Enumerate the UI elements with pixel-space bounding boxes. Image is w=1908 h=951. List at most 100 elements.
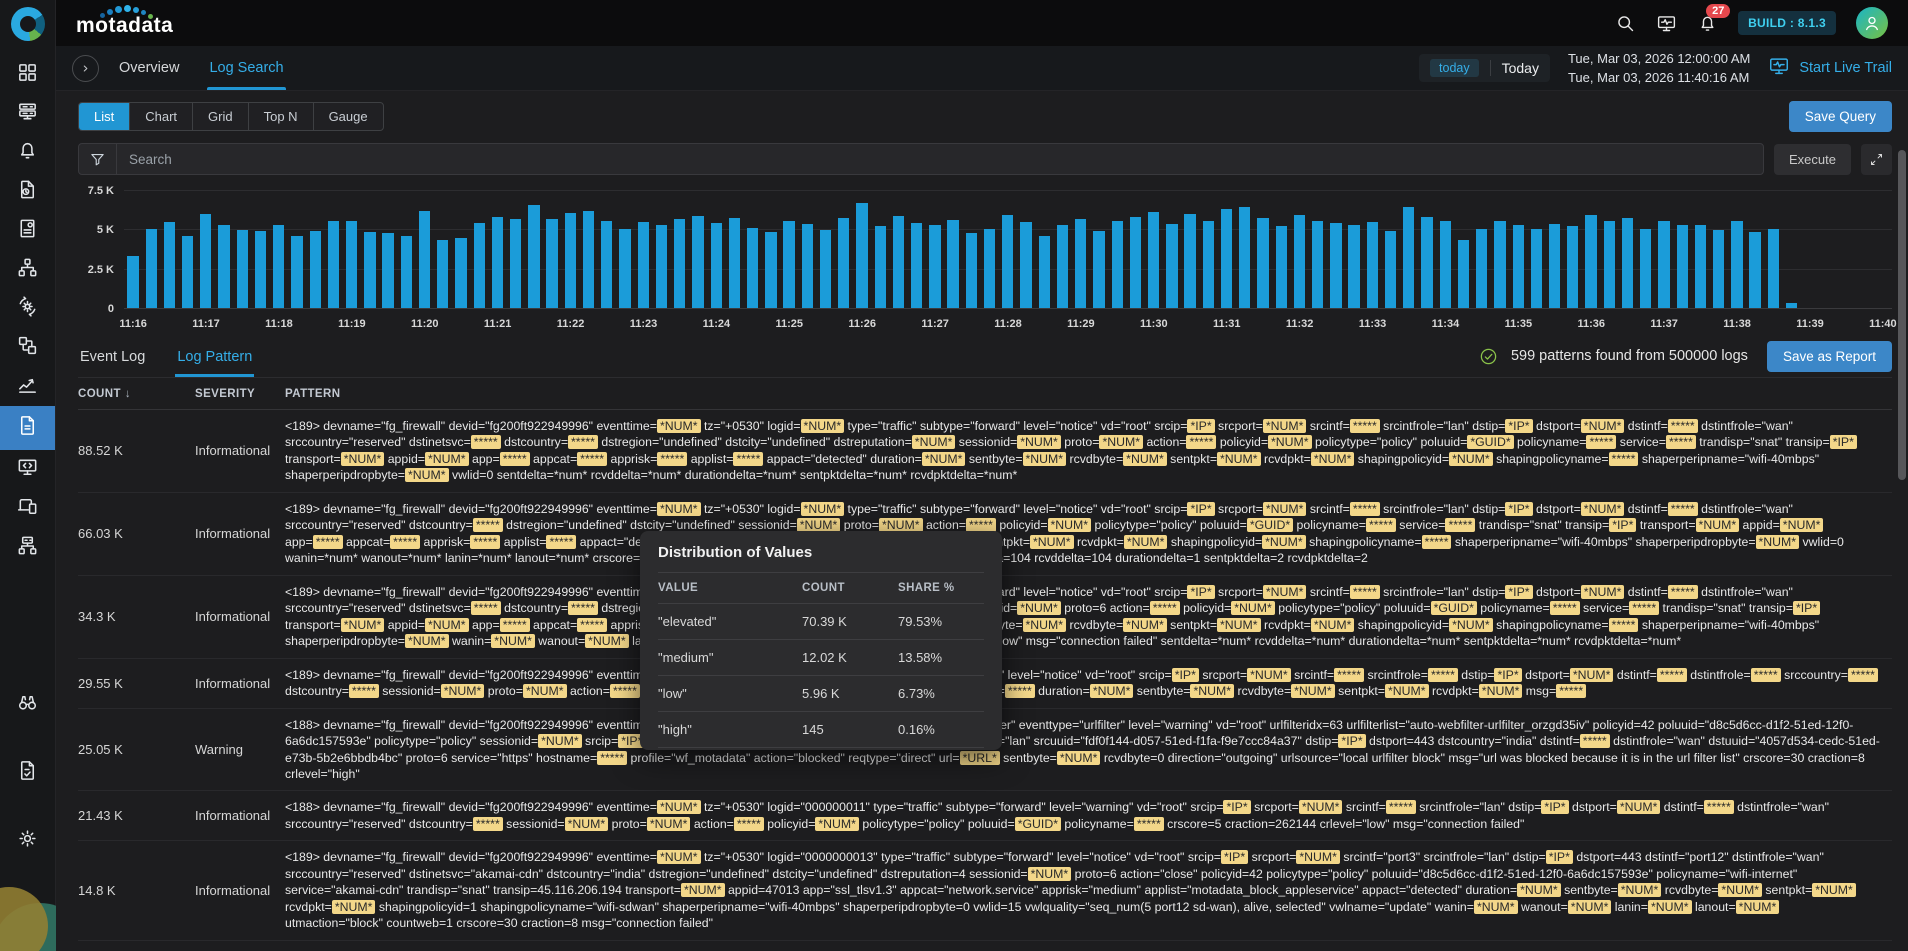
- time-range-select[interactable]: today Today: [1419, 54, 1550, 82]
- chart-bar[interactable]: [1731, 221, 1743, 308]
- chart-bar[interactable]: [1567, 226, 1579, 308]
- chart-bar[interactable]: [181, 235, 194, 308]
- start-live-trail-button[interactable]: Start Live Trail: [1768, 55, 1892, 81]
- chart-bar[interactable]: [1767, 228, 1779, 308]
- chart-bar[interactable]: [1239, 206, 1251, 308]
- chart-bar[interactable]: [1075, 219, 1087, 308]
- chart-bar[interactable]: [801, 223, 813, 308]
- save-as-report-button[interactable]: Save as Report: [1766, 340, 1892, 372]
- chart-bar[interactable]: [1002, 215, 1014, 308]
- sidebar-item-devices[interactable]: [0, 489, 55, 528]
- chart-bar[interactable]: [637, 222, 649, 308]
- chart-bar[interactable]: [1421, 216, 1433, 308]
- chart-bar[interactable]: [1785, 302, 1798, 308]
- chart-bar[interactable]: [1548, 223, 1561, 308]
- notifications-bell-icon[interactable]: 27: [1697, 3, 1731, 34]
- table-row[interactable]: 66.03 K Informational <189> devname="fg_fi…: [78, 493, 1892, 576]
- chart-bar[interactable]: [965, 233, 977, 308]
- chart-bar[interactable]: [254, 230, 267, 308]
- chart-bar[interactable]: [1621, 218, 1634, 308]
- chart-bar[interactable]: [1330, 223, 1342, 308]
- chart-bar[interactable]: [728, 217, 741, 308]
- chart-bar[interactable]: [1038, 235, 1050, 308]
- expand-panel-button[interactable]: [72, 54, 99, 82]
- expand-search-icon[interactable]: [1861, 143, 1892, 175]
- chart-bar[interactable]: [418, 211, 431, 308]
- chart-bar[interactable]: [1384, 230, 1397, 308]
- execute-button[interactable]: Execute: [1774, 143, 1851, 175]
- sort-desc-icon[interactable]: ↓: [124, 388, 132, 400]
- chart-bar[interactable]: [1056, 225, 1069, 308]
- results-tab-log-pattern[interactable]: Log Pattern: [175, 339, 255, 377]
- chart-bar[interactable]: [327, 220, 340, 308]
- chart-bar[interactable]: [1457, 240, 1470, 308]
- chart-bar[interactable]: [564, 212, 577, 308]
- chart-bar[interactable]: [1585, 215, 1597, 308]
- sidebar-item-dashboard[interactable]: [0, 55, 55, 94]
- view-tab-chart[interactable]: Chart: [130, 103, 194, 130]
- sidebar-item-monitors[interactable]: [0, 94, 55, 133]
- chart-bar[interactable]: [491, 216, 504, 308]
- filter-funnel-icon[interactable]: [79, 144, 117, 174]
- chart-bar[interactable]: [346, 221, 358, 308]
- chart-bar[interactable]: [1020, 222, 1032, 308]
- chart-bar[interactable]: [874, 226, 886, 308]
- scrollbar-thumb[interactable]: [1898, 150, 1906, 480]
- chart-bar[interactable]: [236, 230, 248, 308]
- chart-bar[interactable]: [582, 211, 595, 308]
- chart-bar[interactable]: [437, 239, 449, 308]
- sidebar-item-metrics[interactable]: [0, 367, 55, 406]
- save-query-button[interactable]: Save Query: [1788, 101, 1892, 132]
- chart-bar[interactable]: [364, 231, 376, 308]
- tab-overview[interactable]: Overview: [119, 60, 180, 76]
- chart-bar[interactable]: [655, 224, 668, 308]
- chart-bar[interactable]: [1694, 225, 1707, 308]
- chart-bar[interactable]: [601, 221, 613, 308]
- chart-bar[interactable]: [983, 228, 996, 308]
- chart-bar[interactable]: [1366, 222, 1378, 308]
- chart-bar[interactable]: [127, 256, 139, 308]
- chart-bar[interactable]: [382, 233, 394, 308]
- column-header-pattern[interactable]: PATTERN: [285, 388, 341, 400]
- view-tab-list[interactable]: List: [79, 103, 131, 130]
- sidebar-item-settings[interactable]: [0, 821, 55, 860]
- vertical-scrollbar[interactable]: [1898, 46, 1906, 951]
- chart-bar[interactable]: [819, 230, 832, 308]
- sidebar-item-alerts[interactable]: [0, 133, 55, 172]
- chart-bar[interactable]: [1129, 216, 1142, 308]
- chart-bar[interactable]: [400, 236, 412, 308]
- chart-bar[interactable]: [1640, 229, 1652, 308]
- chart-bar[interactable]: [510, 219, 522, 308]
- chart-bar[interactable]: [1111, 221, 1123, 308]
- chart-bar[interactable]: [765, 232, 777, 308]
- chart-bar[interactable]: [856, 203, 868, 308]
- table-row[interactable]: 14.8 K Informational <189> devname="fg_fir…: [78, 841, 1892, 941]
- chart-bar[interactable]: [163, 222, 176, 308]
- chart-bar[interactable]: [1749, 231, 1761, 308]
- user-avatar[interactable]: [1856, 7, 1888, 39]
- sidebar-item-topology[interactable]: [0, 250, 55, 289]
- chart-bar[interactable]: [1348, 224, 1360, 308]
- table-row[interactable]: 88.52 K Informational <189> devname="fg_fi…: [78, 410, 1892, 493]
- chart-bar[interactable]: [1476, 228, 1488, 308]
- chart-bar[interactable]: [674, 219, 686, 308]
- table-row[interactable]: 25.05 K Warning <188> devname="fg_firewall…: [78, 709, 1892, 792]
- chart-bar[interactable]: [528, 204, 540, 308]
- sidebar-item-automation[interactable]: [0, 289, 55, 328]
- chart-bar[interactable]: [1439, 221, 1451, 308]
- view-tab-gauge[interactable]: Gauge: [328, 109, 368, 124]
- chart-bar[interactable]: [838, 218, 850, 308]
- chart-bar[interactable]: [473, 223, 485, 308]
- search-icon[interactable]: [1615, 13, 1636, 34]
- results-tab-event-log[interactable]: Event Log: [80, 349, 146, 365]
- chart-bar[interactable]: [710, 223, 722, 308]
- chart-bar[interactable]: [1676, 224, 1688, 308]
- chart-bar[interactable]: [1166, 223, 1178, 308]
- chart-bar[interactable]: [1275, 226, 1287, 308]
- monitor-pulse-icon[interactable]: [1656, 13, 1677, 34]
- chart-bar[interactable]: [309, 230, 321, 308]
- chart-bar[interactable]: [1293, 215, 1306, 308]
- chart-bar[interactable]: [619, 228, 631, 308]
- sidebar-item-integrations[interactable]: [0, 328, 55, 367]
- chart-bar[interactable]: [1512, 225, 1524, 308]
